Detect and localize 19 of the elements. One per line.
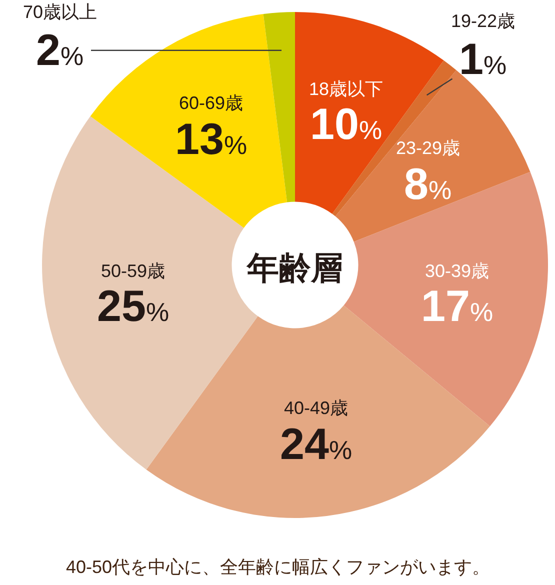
data-label: 8% (404, 160, 452, 209)
data-label: 13% (175, 115, 248, 164)
data-label: 17% (421, 282, 494, 331)
data-label: 1% (459, 35, 507, 84)
data-label: 24% (280, 420, 352, 469)
data-label: 10% (310, 100, 382, 149)
slice-label: 40-49歳 (284, 398, 348, 418)
slice-label: 30-39歳 (425, 261, 490, 281)
slice-label: 23-29歳 (396, 138, 460, 158)
slice-label: 18歳以下 (309, 79, 384, 99)
slice-label: 19-22歳 (451, 11, 516, 31)
text: 年齢層 (246, 250, 344, 286)
data-label: 25% (97, 282, 170, 331)
slice-label: 60-69歳 (179, 93, 244, 113)
text: 40-50代を中心に、全年齢に幅広くファンがいます。 (66, 557, 490, 577)
donut-slice (263, 12, 296, 202)
data-label: 2% (36, 26, 84, 75)
slice-label: 50-59歳 (101, 261, 166, 281)
slice-label: 70歳以上 (23, 2, 98, 22)
